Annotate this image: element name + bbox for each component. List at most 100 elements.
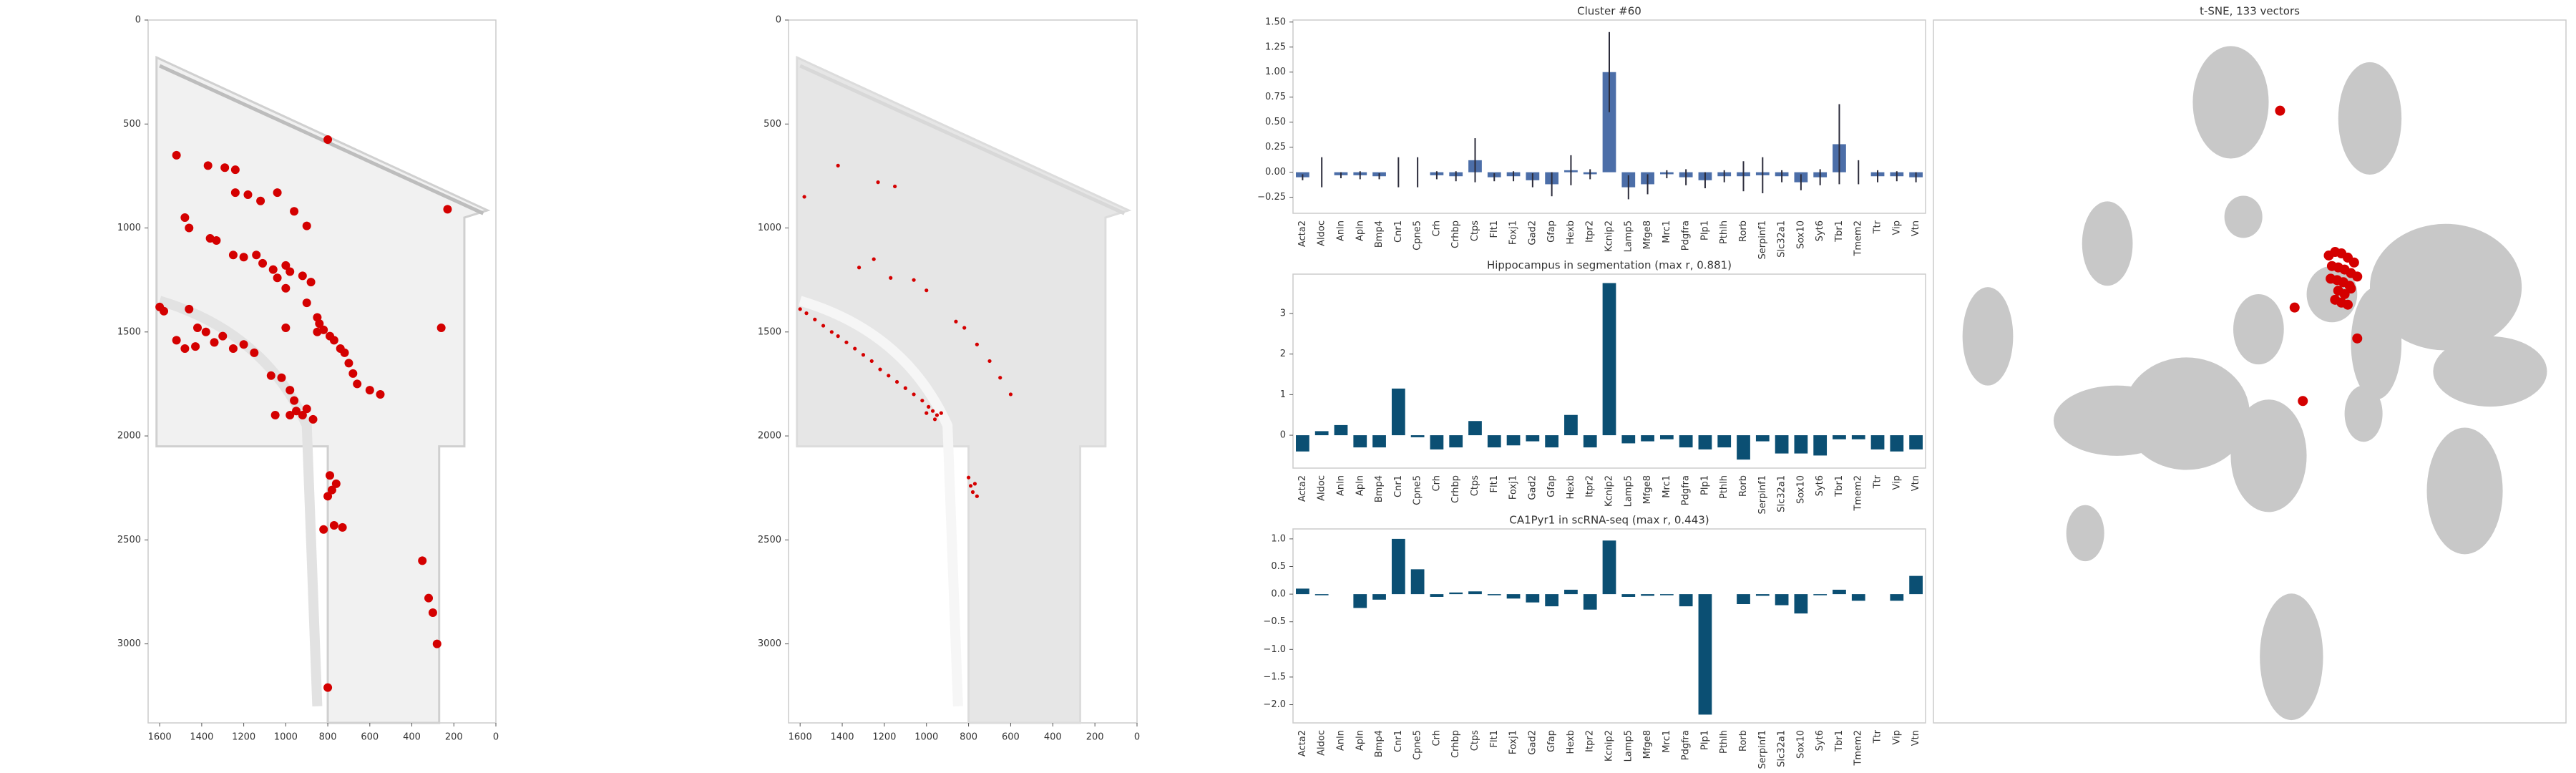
point [286, 386, 295, 395]
x-tick-label: Ttr [1873, 729, 1883, 744]
chart-title: t-SNE, 133 vectors [2200, 5, 2300, 18]
point [443, 205, 452, 214]
bar [1410, 569, 1425, 595]
bar [1833, 435, 1846, 439]
bar [1468, 421, 1482, 436]
point [323, 492, 333, 501]
x-tick-label: Tbr1 [1834, 475, 1845, 497]
x-tick-label: Syt6 [1815, 220, 1825, 241]
y-tick-label: 0.25 [1265, 142, 1286, 152]
point [220, 163, 230, 172]
x-tick-label: Lamp5 [1623, 730, 1634, 762]
x-tick-label: Foxj1 [1508, 730, 1519, 754]
y-tick-label: −1.0 [1263, 644, 1286, 655]
bar [1890, 435, 1904, 452]
x-tick-label: Ctps [1470, 475, 1480, 496]
tsne-cluster [2369, 223, 2522, 351]
x-tick-label: 1000 [914, 732, 938, 743]
point [836, 163, 840, 167]
x-tick-label: Vtn [1911, 475, 1921, 491]
point [962, 326, 967, 330]
x-tick-label: Pthlh [1719, 475, 1729, 499]
point [290, 396, 299, 405]
x-tick-label: Crh [1431, 220, 1442, 236]
x-tick-label: 0 [493, 732, 499, 743]
x-tick-label: Aldoc [1317, 730, 1327, 756]
x-tick-label: 1200 [232, 732, 255, 743]
point [201, 327, 210, 336]
x-tick-label: 400 [403, 732, 421, 743]
y-tick-label: 2 [1280, 349, 1286, 359]
point [2352, 271, 2363, 282]
y-tick-label: 0.75 [1265, 92, 1286, 102]
x-tick-label: Bmp4 [1374, 475, 1385, 502]
point [975, 342, 979, 346]
tissue-layer [799, 64, 1126, 215]
x-tick-label: Ctps [1470, 730, 1480, 751]
x-tick-label: Slc32a1 [1777, 220, 1787, 258]
point [376, 389, 385, 399]
x-tick-label: Slc32a1 [1777, 475, 1787, 512]
point [813, 317, 817, 321]
point [243, 190, 253, 200]
bar [1449, 592, 1463, 595]
y-tick-label: 0 [776, 15, 781, 26]
point [2298, 396, 2308, 407]
x-tick-label: 600 [361, 732, 379, 743]
x-tick-label: Mrc1 [1662, 730, 1672, 753]
x-tick-label: Sox10 [1795, 730, 1806, 759]
x-tick-label: Kcnip2 [1604, 220, 1615, 252]
point [281, 261, 291, 270]
bar [1755, 594, 1770, 596]
bar [1391, 388, 1405, 436]
point [424, 593, 434, 603]
y-tick-label: −2.0 [1263, 699, 1286, 710]
point [160, 306, 169, 316]
point [266, 371, 275, 380]
x-tick-label: Rorb [1738, 475, 1749, 497]
bar [1755, 435, 1770, 442]
x-tick-label: Aldoc [1317, 475, 1327, 501]
x-tick-label: Vip [1891, 475, 1902, 490]
point [338, 522, 347, 532]
x-tick-label: Gad2 [1527, 475, 1538, 500]
x-tick-label: Cnr1 [1393, 475, 1404, 497]
y-tick-label: 0.50 [1265, 117, 1286, 127]
point [331, 479, 341, 488]
x-tick-label: Crhbp [1450, 475, 1461, 503]
bar [1353, 435, 1367, 448]
bar [1487, 594, 1501, 595]
point [2352, 333, 2363, 344]
bar [1659, 594, 1674, 595]
point [353, 379, 362, 389]
x-tick-label: Cpne5 [1413, 475, 1423, 505]
y-tick-label: −0.5 [1263, 616, 1286, 627]
point [798, 307, 802, 311]
tsne-cluster [2053, 385, 2180, 456]
bar [1737, 435, 1750, 460]
x-tick-label: Ttr [1873, 475, 1883, 489]
x-tick-label: Gad2 [1527, 220, 1538, 245]
x-tick-label: Anln [1335, 475, 1346, 496]
point [172, 336, 181, 345]
bar [1430, 594, 1444, 597]
point [2289, 302, 2300, 313]
tsne-cluster [2082, 201, 2133, 286]
x-tick-label: Rorb [1738, 730, 1749, 752]
x-tick-label: Ttr [1873, 220, 1883, 234]
point [878, 367, 882, 371]
x-tick-label: Pthlh [1719, 220, 1729, 244]
tsne-cluster [2066, 505, 2104, 562]
point [998, 376, 1002, 380]
bar [1909, 575, 1923, 595]
bar [1851, 594, 1865, 601]
x-tick-label: Mfge8 [1642, 730, 1653, 759]
x-tick-label: Ctps [1470, 220, 1480, 241]
x-tick-label: Hexb [1566, 220, 1576, 245]
y-tick-label: −1.5 [1263, 671, 1286, 682]
point [252, 251, 261, 260]
x-tick-label: Foxj1 [1508, 220, 1519, 245]
tsne-cluster [2230, 399, 2307, 512]
point [2275, 105, 2285, 116]
